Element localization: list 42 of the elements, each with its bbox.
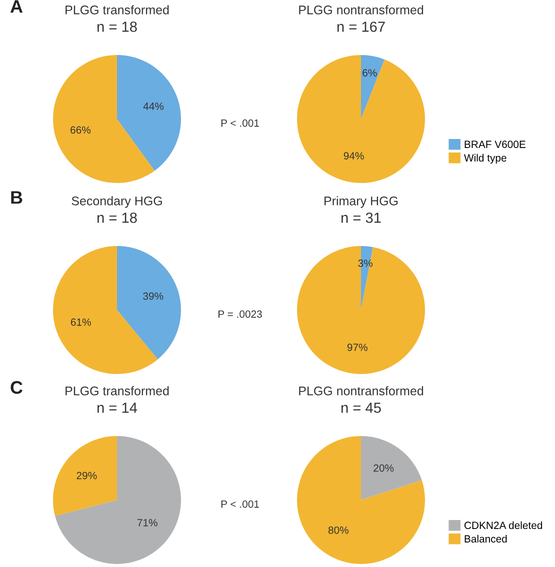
chart-title: PLGG nontransformed (299, 386, 424, 396)
legend-label: CDKN2A deleted (464, 521, 542, 530)
data-label: 97% (347, 344, 368, 352)
legend-label: Wild type (464, 154, 506, 164)
data-label: 94% (344, 152, 364, 160)
text: P < .001 (221, 119, 259, 127)
data-label: 71% (137, 519, 158, 526)
pie-slice (55, 436, 181, 564)
data-label: 44% (143, 102, 164, 110)
data-label: 29% (76, 472, 97, 480)
data-label: 66% (70, 126, 91, 134)
chart-title: Secondary HGG (72, 196, 162, 208)
text: C (10, 381, 23, 394)
pie-slice (117, 55, 181, 171)
pie-slice (53, 436, 117, 516)
chart-subtitle: n = 18 (97, 22, 137, 32)
pie-slice (297, 55, 425, 183)
legend-label: Balanced (464, 534, 507, 543)
chart-title: PLGG transformed (66, 5, 169, 14)
pie-slice (117, 246, 181, 360)
pie-slice (361, 436, 422, 500)
data-label: 6% (362, 69, 377, 77)
chart-subtitle: n = 167 (337, 22, 385, 32)
chart-title: Primary HGG (324, 196, 398, 208)
pie-slice (361, 55, 385, 119)
chart-subtitle: n = 31 (341, 212, 381, 223)
data-label: 61% (70, 318, 91, 326)
data-label: 20% (374, 464, 394, 472)
data-label: 39% (143, 292, 164, 300)
legend-label: BRAF V600E (464, 140, 526, 148)
text: P = .0023 (218, 310, 262, 318)
chart-title: PLGG nontransformed (299, 5, 424, 14)
text: P < .001 (221, 500, 259, 508)
chart-subtitle: n = 14 (97, 402, 138, 413)
chart-subtitle: n = 18 (97, 212, 137, 223)
chart-title: PLGG transformed (66, 386, 169, 396)
text: B (11, 191, 22, 204)
pie-slice (297, 246, 425, 374)
text: A (10, 0, 23, 13)
pie-slice (297, 436, 425, 564)
data-label: 80% (328, 526, 348, 534)
chart-subtitle: n = 45 (341, 402, 381, 413)
